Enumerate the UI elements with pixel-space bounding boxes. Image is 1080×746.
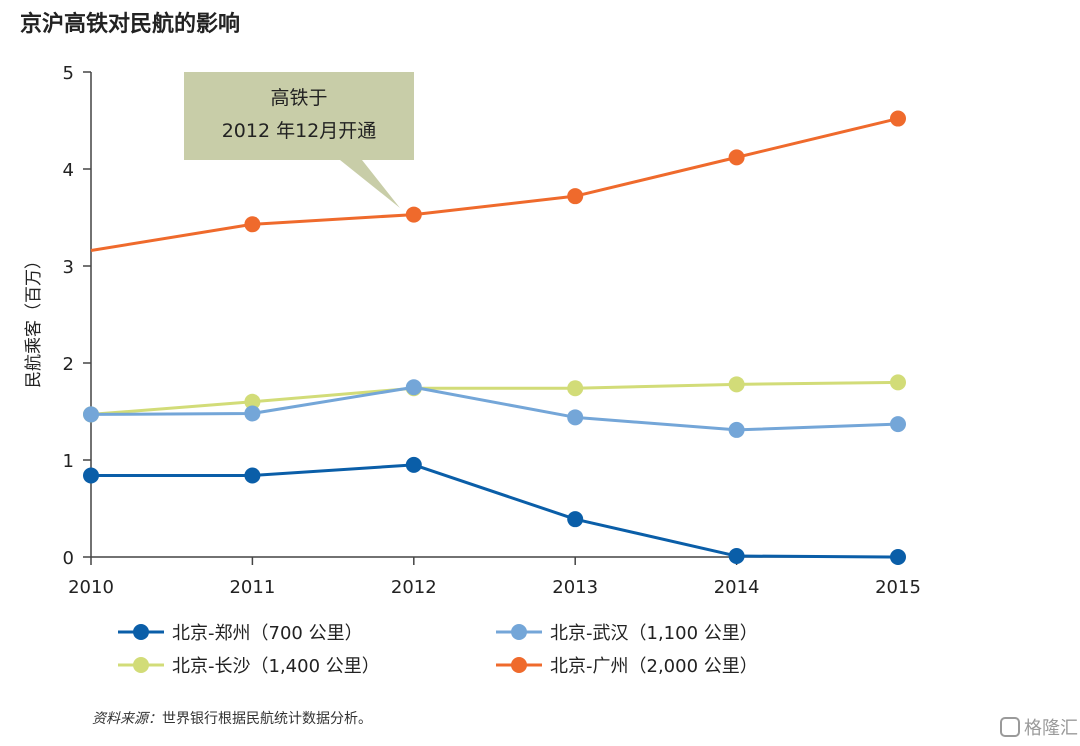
data-point bbox=[244, 467, 261, 484]
data-point bbox=[567, 409, 584, 426]
legend-swatch-marker bbox=[511, 657, 527, 673]
data-point bbox=[405, 206, 422, 223]
series-4 bbox=[90, 110, 906, 252]
y-tick-label: 2 bbox=[63, 354, 74, 375]
series-line bbox=[90, 385, 899, 432]
data-point bbox=[567, 188, 584, 205]
callout-line-2: 2012 年12月开通 bbox=[222, 120, 377, 142]
series-line bbox=[91, 463, 899, 559]
data-point bbox=[728, 548, 745, 565]
y-ticks: 0 1 2 3 4 5 bbox=[63, 63, 91, 569]
y-tick-label: 1 bbox=[63, 451, 74, 472]
y-axis-label: 民航乘客（百万） bbox=[24, 252, 44, 388]
chart-title: 京沪高铁对民航的影响 bbox=[20, 11, 240, 37]
legend-swatch-marker bbox=[133, 624, 149, 640]
legend-swatch-marker bbox=[133, 657, 149, 673]
x-ticks: 2010 2011 2012 2013 2014 2015 bbox=[68, 557, 921, 598]
callout-line-1: 高铁于 bbox=[270, 87, 327, 109]
data-point bbox=[244, 216, 261, 233]
x-tick-label: 2014 bbox=[714, 577, 760, 598]
watermark: 格隆汇 bbox=[1000, 717, 1078, 739]
data-point bbox=[405, 456, 422, 473]
legend-label: 北京-广州（2,000 公里） bbox=[550, 656, 758, 677]
source-note: 资料来源：世界银行根据民航统计数据分析。 bbox=[92, 711, 372, 727]
data-point bbox=[890, 110, 906, 127]
y-tick-label: 5 bbox=[63, 63, 74, 84]
source-text: 世界银行根据民航统计数据分析。 bbox=[162, 711, 372, 727]
data-point bbox=[890, 374, 906, 391]
x-tick-label: 2010 bbox=[68, 577, 114, 598]
data-point bbox=[244, 405, 261, 422]
x-tick-label: 2012 bbox=[391, 577, 437, 598]
data-point bbox=[244, 393, 261, 410]
data-point bbox=[890, 416, 906, 433]
legend-swatch-marker bbox=[511, 624, 527, 640]
data-point bbox=[405, 379, 422, 396]
x-tick-label: 2015 bbox=[875, 577, 921, 598]
legend-item: 北京-长沙（1,400 公里） bbox=[118, 656, 380, 677]
data-point bbox=[728, 376, 745, 393]
watermark-logo-icon bbox=[1000, 717, 1020, 737]
data-point bbox=[567, 380, 584, 397]
annotation-callout: 高铁于 2012 年12月开通 bbox=[184, 72, 414, 208]
legend-label: 北京-郑州（700 公里） bbox=[172, 623, 363, 644]
legend-item: 北京-广州（2,000 公里） bbox=[496, 656, 758, 677]
x-tick-label: 2011 bbox=[229, 577, 275, 598]
series-2 bbox=[83, 379, 906, 438]
watermark-text: 格隆汇 bbox=[1024, 718, 1078, 739]
data-point bbox=[83, 406, 99, 423]
x-tick-label: 2013 bbox=[552, 577, 598, 598]
data-point bbox=[567, 511, 584, 528]
legend-item: 北京-武汉（1,100 公里） bbox=[496, 623, 758, 644]
data-point bbox=[83, 467, 99, 484]
legend: 北京-郑州（700 公里） 北京-武汉（1,100 公里） 北京-长沙（1,400 … bbox=[118, 623, 758, 677]
legend-label: 北京-武汉（1,100 公里） bbox=[550, 623, 758, 644]
data-point bbox=[728, 149, 745, 166]
y-tick-label: 4 bbox=[63, 160, 74, 181]
data-point bbox=[890, 549, 906, 565]
legend-item: 北京-郑州（700 公里） bbox=[118, 623, 363, 644]
callout-box bbox=[184, 72, 414, 208]
series-line bbox=[90, 117, 899, 252]
y-tick-label: 0 bbox=[63, 548, 74, 569]
data-point bbox=[728, 421, 745, 438]
series-1 bbox=[83, 456, 906, 565]
series-line bbox=[90, 380, 899, 416]
source-label: 资料来源： bbox=[92, 711, 162, 727]
legend-label: 北京-长沙（1,400 公里） bbox=[172, 656, 380, 677]
series-layer bbox=[83, 110, 906, 565]
y-tick-label: 3 bbox=[63, 257, 74, 278]
